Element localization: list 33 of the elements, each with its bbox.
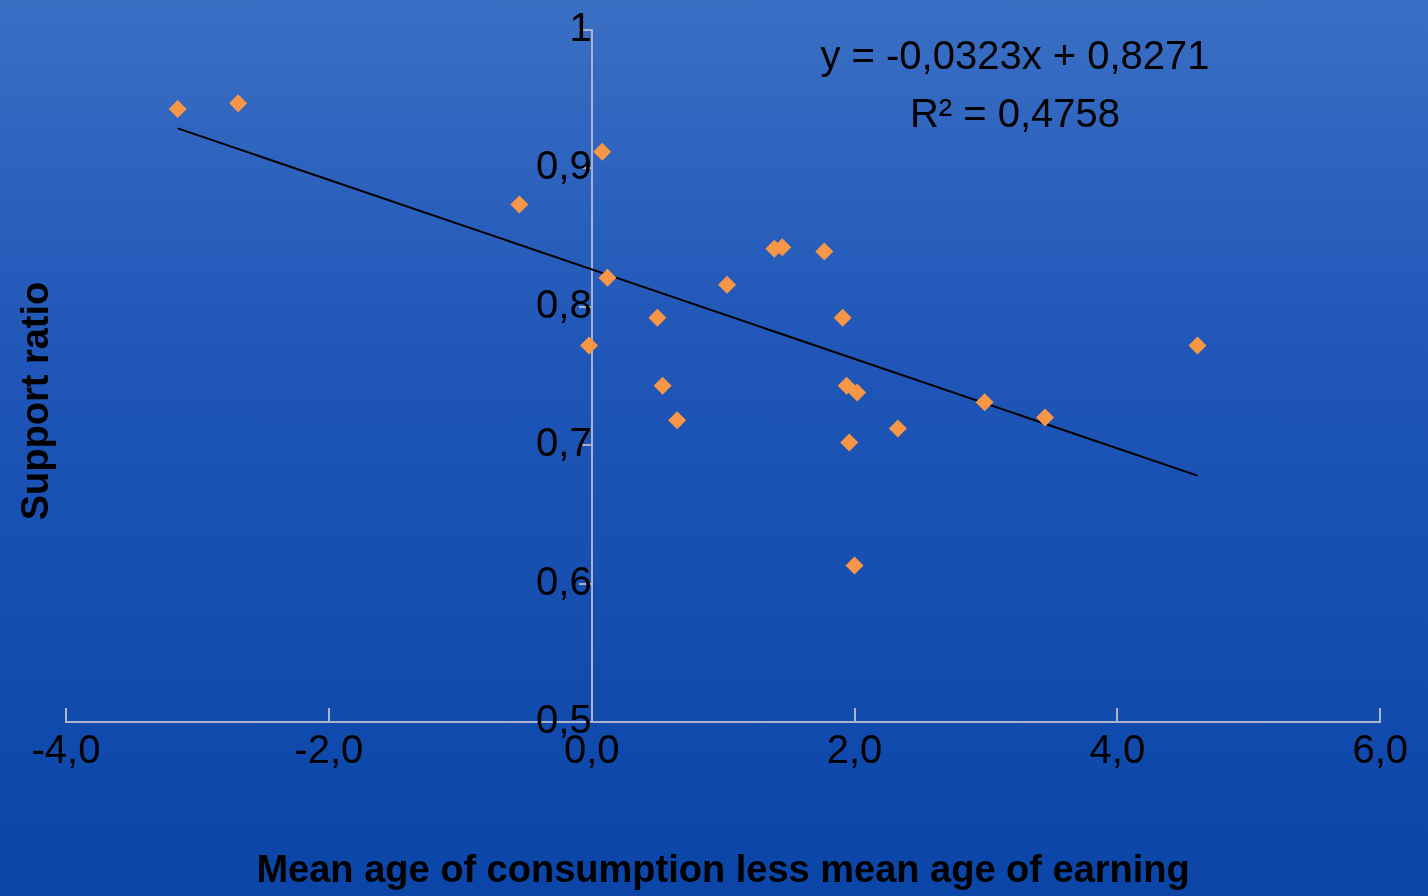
point (168, 99, 187, 118)
x-tick-label: 4,0 (1089, 727, 1146, 772)
point (845, 556, 864, 575)
point (229, 94, 248, 113)
x-tick-label: 2,0 (826, 727, 883, 772)
point (833, 308, 852, 327)
y-axis-title: Support ratio (14, 281, 57, 521)
y-tick-label: 0,9 (536, 143, 592, 188)
point (1188, 336, 1207, 355)
point (815, 242, 834, 261)
y-tick-label: 0,7 (536, 420, 592, 465)
y-tick-label: 0,6 (536, 558, 592, 603)
point (648, 308, 667, 327)
point (1036, 408, 1055, 427)
x-axis-title: Mean age of consumption less mean age of earning (256, 848, 1190, 891)
point (668, 411, 687, 430)
point (718, 275, 737, 294)
point (888, 419, 907, 438)
x-tick-label: -2,0 (294, 727, 364, 772)
point (848, 383, 867, 402)
point (580, 336, 599, 355)
point (653, 376, 672, 395)
y-tick-label: 0,8 (536, 281, 592, 326)
annotation: y = -0,0323x + 0,8271 (820, 33, 1210, 78)
point (975, 393, 994, 412)
point (837, 376, 856, 395)
point (840, 433, 859, 452)
point (510, 195, 529, 214)
x-tick-label: 6,0 (1352, 727, 1408, 772)
x-tick-label: -4,0 (31, 727, 101, 772)
point (593, 142, 612, 161)
point (598, 268, 617, 287)
annotation: R² = 0,4758 (909, 91, 1121, 136)
